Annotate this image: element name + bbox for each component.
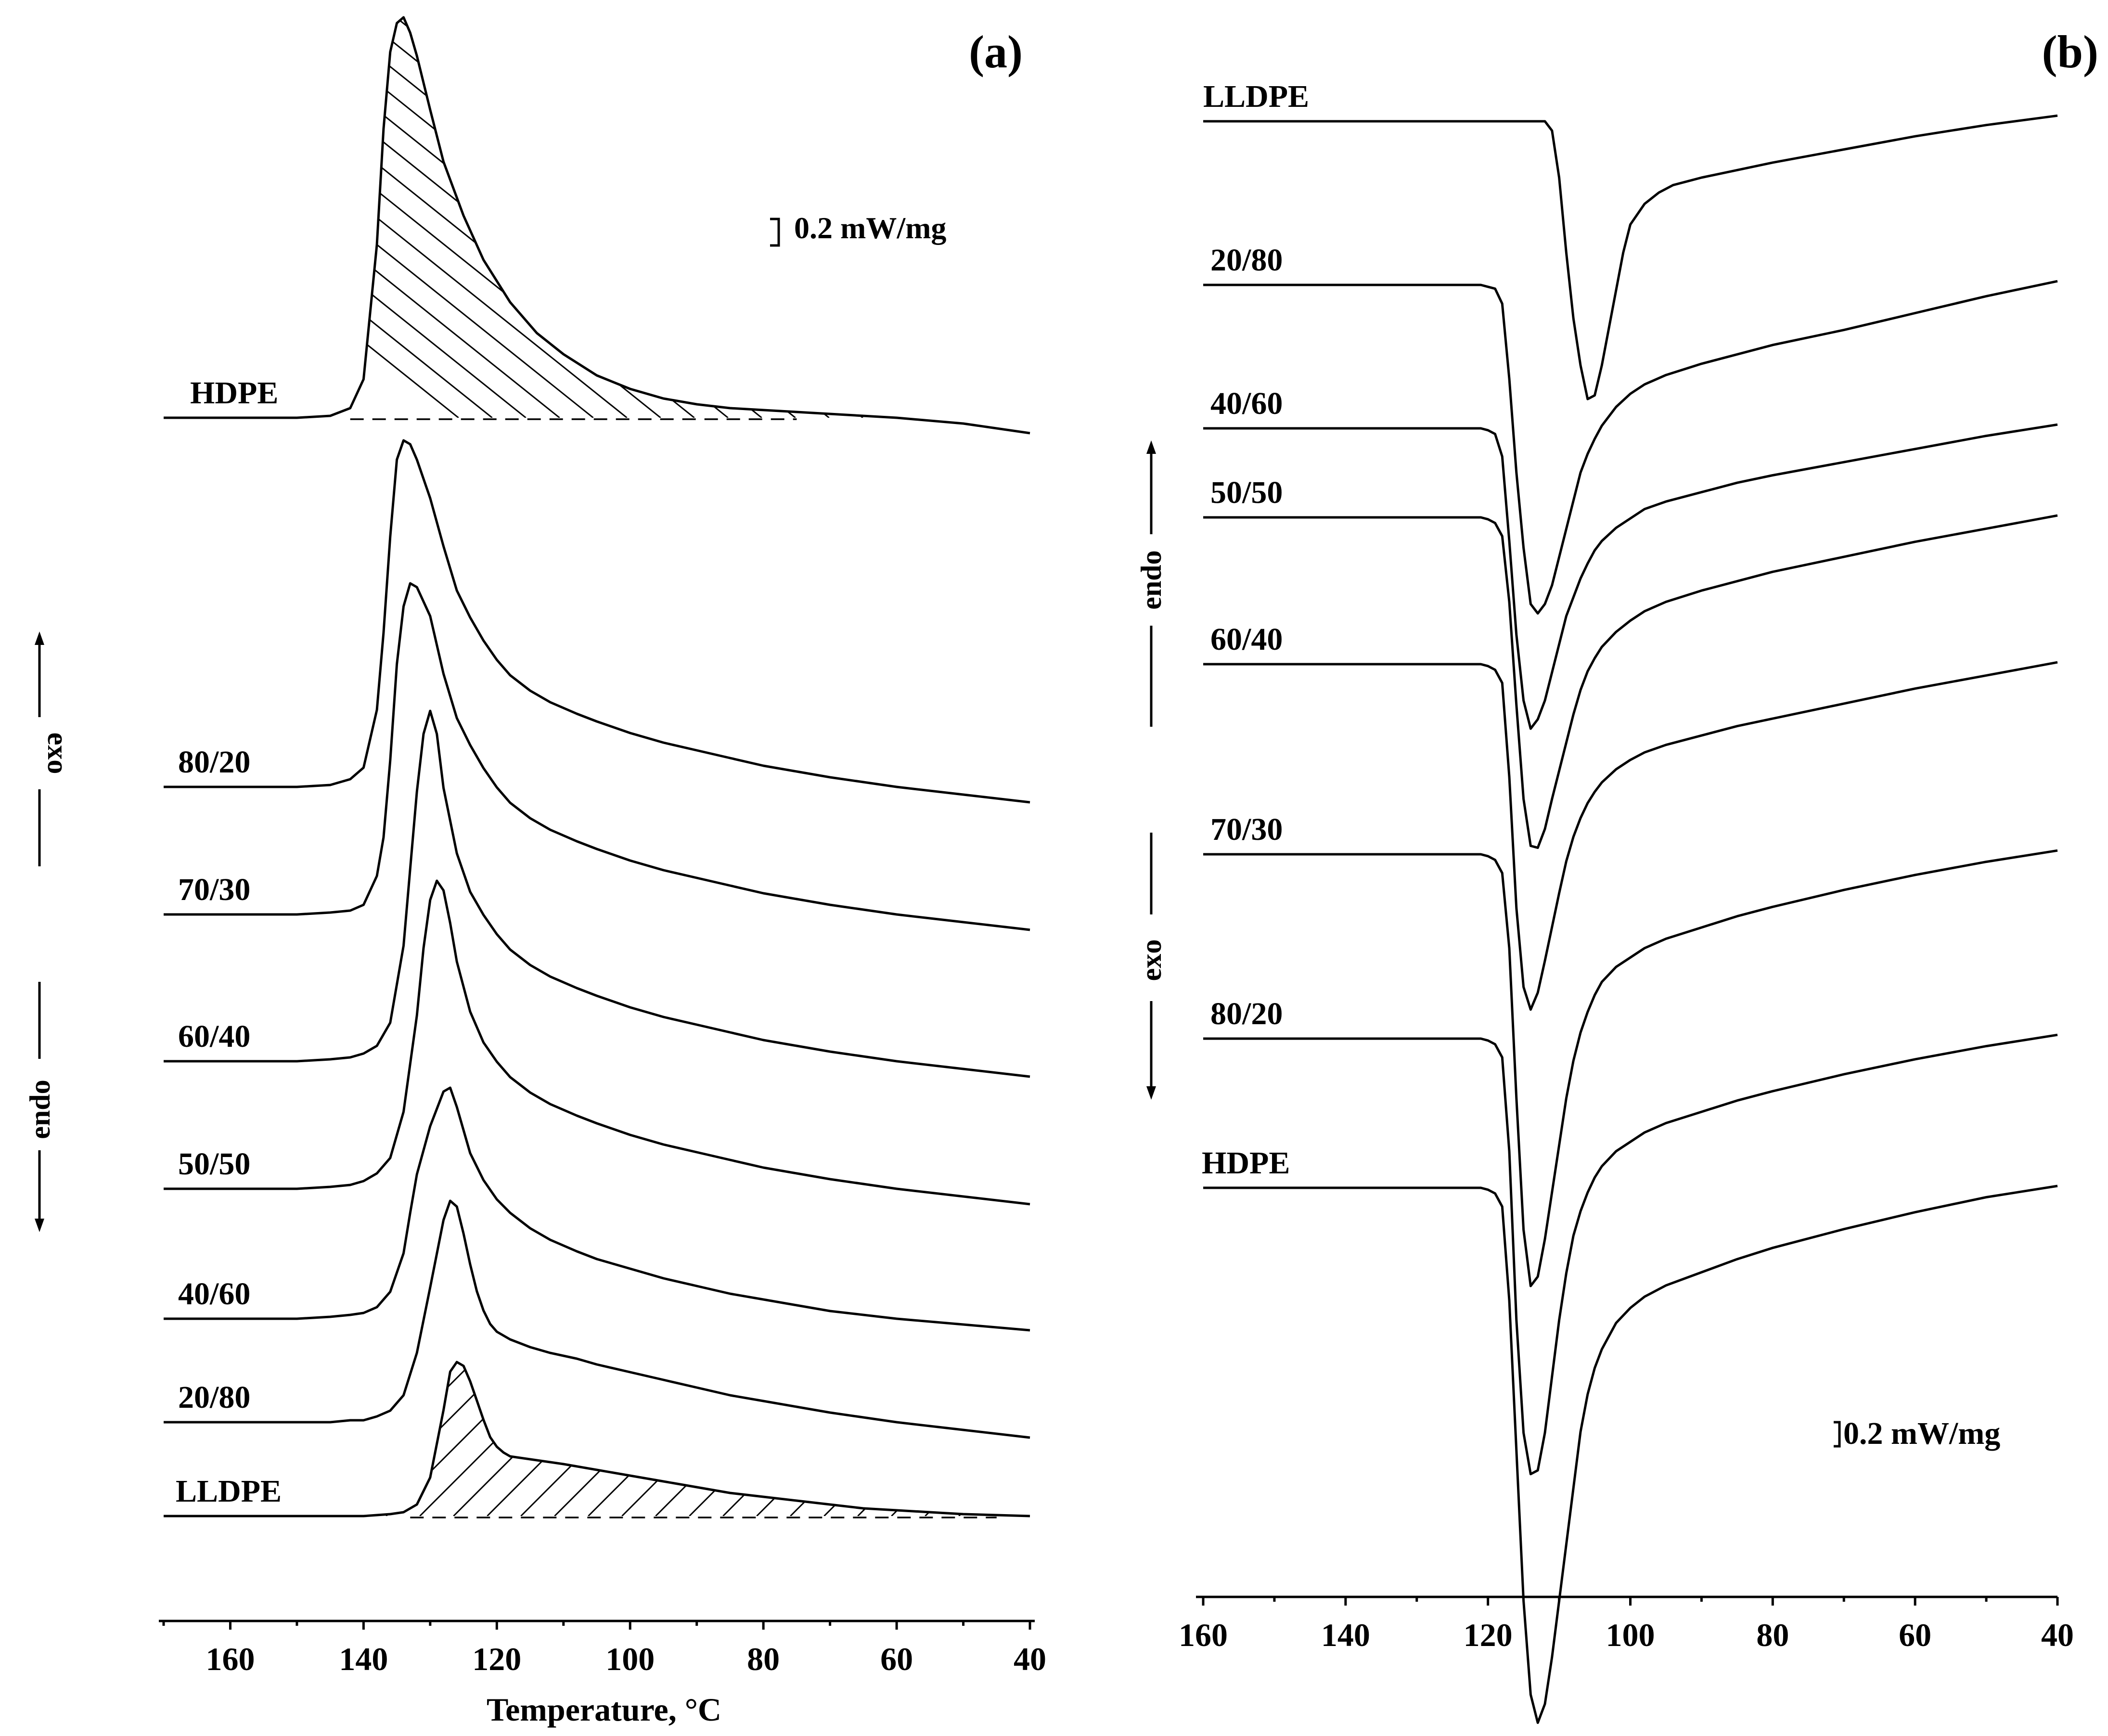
series-label-60-40: 60/40 bbox=[178, 1019, 250, 1054]
curve-60-40 bbox=[1203, 661, 2058, 1011]
x-tick-label-80: 80 bbox=[1756, 1617, 1789, 1653]
curve-40-60 bbox=[1203, 423, 2058, 730]
panel-a-curve-labels: HDPE 80/20 70/30 60/40 50/50 40/60 20/80 LLDPE bbox=[176, 375, 282, 1509]
panel-a-x-axis-title: Temperature, °C bbox=[487, 1691, 721, 1728]
x-tick-label-140: 140 bbox=[1321, 1617, 1370, 1653]
x-tick-label-100: 100 bbox=[605, 1641, 655, 1677]
panel-b-x-ticks: 160 140 120 100 80 60 40 bbox=[1179, 1597, 2074, 1653]
panel-b-scale-bar: 0.2 mW/mg bbox=[1834, 1416, 2000, 1451]
x-tick-label-80: 80 bbox=[747, 1641, 780, 1677]
x-tick-label-120: 120 bbox=[1464, 1617, 1513, 1653]
curve-70-30 bbox=[1203, 849, 2058, 1287]
panel-b-curves bbox=[1203, 114, 2058, 1724]
x-tick-label-60: 60 bbox=[1899, 1617, 1931, 1653]
panel-b-label: (b) bbox=[2042, 26, 2098, 77]
series-label-lldpe: LLDPE bbox=[1203, 79, 1309, 114]
x-tick-label-140: 140 bbox=[339, 1641, 388, 1677]
series-label-50-50: 50/50 bbox=[178, 1146, 250, 1182]
x-tick-label-40: 40 bbox=[1014, 1641, 1046, 1677]
panel-b-curve-labels: LLDPE 20/80 40/60 50/50 60/40 70/30 80/20 HDPE bbox=[1202, 79, 1309, 1181]
panel-b-scale-bar-label: 0.2 mW/mg bbox=[1843, 1416, 2000, 1451]
panel-b-dsc-heating: (b) 0.2 mW/mg endo exo LLDPE 20/80 40/60 50… bbox=[1135, 26, 2098, 1724]
series-label-50-50: 50/50 bbox=[1210, 475, 1283, 510]
x-tick-label-100: 100 bbox=[1606, 1617, 1655, 1653]
x-tick-label-40: 40 bbox=[2041, 1617, 2074, 1653]
curve-20-80 bbox=[164, 1199, 1030, 1439]
x-tick-label-120: 120 bbox=[472, 1641, 521, 1677]
x-tick-label-160: 160 bbox=[1179, 1617, 1228, 1653]
x-tick-label-160: 160 bbox=[206, 1641, 255, 1677]
panel-a-label: (a) bbox=[969, 26, 1023, 77]
series-label-lldpe: LLDPE bbox=[176, 1474, 282, 1509]
series-label-60-40: 60/40 bbox=[1210, 622, 1283, 657]
panel-a-x-ticks: 160 140 120 100 80 60 40 bbox=[162, 1621, 1046, 1677]
panel-a-exo-label: exo bbox=[42, 733, 74, 774]
panel-b-direction-indicator: endo exo bbox=[1135, 440, 1167, 1100]
panel-a-scale-bar-label: 0.2 mW/mg bbox=[794, 211, 946, 245]
curve-60-40 bbox=[164, 709, 1030, 1078]
panel-a-endo-label: endo bbox=[24, 1080, 56, 1139]
curve-lldpe bbox=[1203, 114, 2058, 400]
curve-50-50 bbox=[1203, 514, 2058, 849]
series-label-80-20: 80/20 bbox=[178, 745, 250, 780]
x-tick-label-60: 60 bbox=[880, 1641, 913, 1677]
series-label-70-30: 70/30 bbox=[178, 872, 250, 907]
curve-20-80 bbox=[1203, 280, 2058, 615]
curve-hdpe bbox=[164, 16, 1030, 435]
curve-80-20 bbox=[1203, 1033, 2058, 1476]
panel-a-scale-bar: 0.2 mW/mg bbox=[770, 211, 946, 247]
curve-40-60 bbox=[164, 1086, 1030, 1332]
series-label-hdpe: HDPE bbox=[190, 375, 278, 411]
series-label-20-80: 20/80 bbox=[1210, 243, 1283, 278]
series-label-20-80: 20/80 bbox=[178, 1380, 250, 1415]
curve-70-30 bbox=[164, 582, 1030, 931]
series-label-40-60: 40/60 bbox=[178, 1276, 250, 1312]
panel-b-exo-label: exo bbox=[1135, 939, 1167, 981]
curve-50-50 bbox=[164, 879, 1030, 1206]
series-label-70-30: 70/30 bbox=[1210, 812, 1283, 847]
curve-80-20 bbox=[164, 439, 1030, 804]
series-label-40-60: 40/60 bbox=[1210, 386, 1283, 421]
curve-lldpe bbox=[164, 1361, 1030, 1517]
panel-b-endo-label: endo bbox=[1135, 550, 1167, 609]
curve-hdpe bbox=[1203, 1184, 2058, 1724]
series-label-80-20: 80/20 bbox=[1210, 996, 1283, 1031]
series-label-hdpe: HDPE bbox=[1202, 1145, 1290, 1181]
panel-a-direction-indicator: exo endo bbox=[24, 631, 74, 1232]
